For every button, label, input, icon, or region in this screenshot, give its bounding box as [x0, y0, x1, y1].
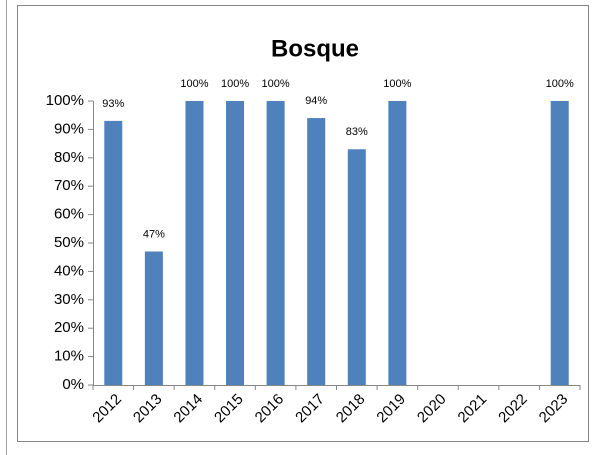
y-tick-label: 90% [54, 120, 84, 137]
y-tick-label: 10% [54, 348, 84, 365]
y-tick-label: 40% [54, 262, 84, 279]
y-tick-label: 50% [54, 234, 84, 251]
bar [266, 101, 285, 385]
y-tick-label: 80% [54, 149, 84, 166]
bar [550, 101, 569, 385]
value-label: 94% [305, 95, 327, 107]
y-tick-label: 20% [54, 319, 84, 336]
bar [226, 101, 245, 385]
bar [388, 101, 407, 385]
bar [144, 251, 163, 385]
chart-border [17, 5, 589, 442]
chart-title: Bosque [271, 35, 359, 62]
y-tick-label: 30% [54, 291, 84, 308]
value-label: 47% [143, 228, 165, 240]
y-tick-label: 100% [46, 92, 84, 109]
bar [104, 120, 123, 385]
value-label: 100% [180, 78, 208, 90]
value-label: 100% [262, 78, 290, 90]
value-label: 100% [383, 78, 411, 90]
y-tick-label: 0% [62, 376, 84, 393]
value-label: 93% [102, 98, 124, 110]
value-label: 83% [346, 126, 368, 138]
y-tick-label: 60% [54, 206, 84, 223]
bar [185, 101, 204, 385]
value-label: 100% [546, 78, 574, 90]
bar [307, 118, 326, 385]
y-tick-label: 70% [54, 177, 84, 194]
value-label: 100% [221, 78, 249, 90]
bar [347, 149, 366, 385]
